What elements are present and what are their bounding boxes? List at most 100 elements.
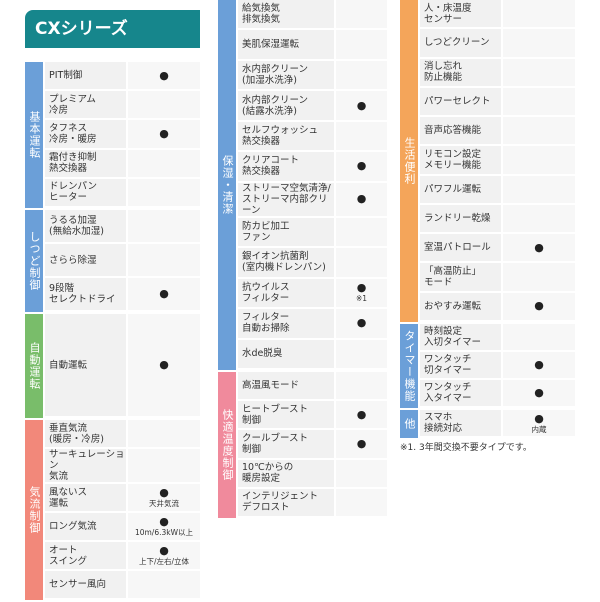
feature-name: ドレンパン ヒーター (43, 178, 126, 207)
feature-row: ワンタッチ 切タイマー ● (418, 352, 575, 380)
feature-row: フィルター 自動お掃除 ● (236, 309, 387, 340)
feature-name: うるる加湿 (無給水加湿) (43, 210, 126, 242)
feature-row: ドレンパン ヒーター (43, 178, 200, 209)
feature-mark: ● (534, 358, 544, 371)
feature-name: 水内部クリーン (結露水洗浄) (236, 91, 334, 120)
column: 基本運転 PIT制御 ● プレミアム 冷房 タフネス 冷房・暖房 ● 霜付き抑制 熱交換器ド… (25, 62, 200, 602)
column: 保湿・清潔 給気換気 排気換気 美肌保湿運転 水内部クリーン (加湿水洗浄) 水内部クリ… (218, 0, 387, 520)
feature-name: さらら除湿 (43, 244, 126, 276)
series-title: CXシリーズ (25, 10, 200, 48)
feature-name: ワンタッチ 入タイマー (418, 380, 501, 406)
feature-row: 水de脱臭 (236, 339, 387, 370)
feature-cell (334, 248, 387, 277)
feature-row: インテリジェント デフロスト (236, 488, 387, 519)
feature-mark: ● (159, 287, 169, 300)
feature-name: ワンタッチ 切タイマー (418, 352, 501, 378)
feature-row: 時刻設定 入切タイマー (418, 324, 575, 352)
feature-name: PIT制御 (43, 62, 126, 90)
feature-group: 基本運転 PIT制御 ● プレミアム 冷房 タフネス 冷房・暖房 ● 霜付き抑制 熱交換器ド… (25, 62, 200, 209)
feature-row: 風ないス 運転 ● 天井気流 (43, 484, 200, 513)
feature-name: ロング気流 (43, 513, 126, 540)
feature-name: しつどクリーン (418, 29, 501, 57)
feature-cell: ● (501, 234, 575, 262)
group-rows: 人・床温度 センサー しつどクリーン 消し忘れ 防止機能 パワーセレクト 音声応答機能リ… (418, 0, 575, 322)
feature-row: 10℃からの 暖房設定 (236, 459, 387, 489)
feature-row: しつどクリーン (418, 29, 575, 59)
feature-cell: ● 上下/左右/立体 (126, 542, 200, 569)
feature-name: センサー風向 (43, 571, 126, 598)
feature-cell (501, 58, 575, 86)
feature-group: 気流制御 垂直気流 (暖房・冷房) サーキュレーション 気流 風ないス 運転 ● 天井気流… (25, 420, 200, 600)
feature-row: ヒートブースト 制御 ● (236, 401, 387, 431)
feature-name: セルフウォッシュ 熱交換器 (236, 121, 334, 151)
feature-cell (126, 91, 200, 119)
group-label: 快適温度制御 (218, 372, 236, 518)
feature-row: 給気換気 排気換気 (236, 0, 387, 31)
feature-mark: ● (356, 98, 367, 112)
feature-row: 霜付き抑制 熱交換器 (43, 149, 200, 179)
feature-mark: ● (534, 299, 544, 313)
feature-name: 時刻設定 入切タイマー (418, 324, 501, 350)
feature-name: 垂直気流 (暖房・冷房) (43, 420, 126, 447)
feature-mark: ● (534, 386, 544, 399)
feature-row: PIT制御 ● (43, 62, 200, 92)
feature-name: ランドリー乾燥 (418, 204, 501, 233)
feature-cell: ● (501, 292, 575, 320)
feature-name: プレミアム 冷房 (43, 91, 126, 119)
feature-cell: ● (126, 120, 200, 148)
feature-row: 水内部クリーン (結露水洗浄) ● (236, 91, 387, 122)
feature-group: 生活便利 人・床温度 センサー しつどクリーン 消し忘れ 防止機能 パワーセレクト 音声応… (400, 0, 575, 322)
feature-cell (126, 449, 200, 482)
feature-name: 銀イオン抗菌剤 (室内機ドレンパン) (236, 248, 334, 277)
feature-cell: ● (334, 182, 387, 216)
feature-mark: ● (356, 159, 367, 173)
feature-name: 抗ウイルス フィルター (236, 278, 334, 308)
group-label: 気流制御 (25, 420, 43, 600)
feature-note: ※1 (355, 294, 368, 304)
feature-name: 防カビ加工 ファン (236, 217, 334, 247)
feature-note: 天井気流 (149, 499, 179, 508)
feature-row: クールブースト 制御 ● (236, 430, 387, 460)
feature-cell (126, 244, 200, 276)
group-label: 他 (400, 410, 418, 438)
feature-name: タフネス 冷房・暖房 (43, 120, 126, 148)
feature-row: 高温風モード (236, 372, 387, 402)
feature-mark: ● (356, 407, 367, 421)
column: 生活便利 人・床温度 センサー しつどクリーン 消し忘れ 防止機能 パワーセレクト 音声応… (400, 0, 575, 453)
feature-row: ストリーマ空気清浄/ ストリーマ内部クリーン ● (236, 182, 387, 218)
feature-name: サーキュレーション 気流 (43, 449, 126, 482)
feature-row: パワフル運転 (418, 175, 575, 205)
group-label: タイマー機能 (400, 324, 418, 408)
feature-cell (334, 217, 387, 247)
feature-note: 上下/左右/立体 (138, 557, 190, 566)
group-label: 基本運転 (25, 62, 43, 208)
feature-group: しつど制御 うるる加湿 (無給水加湿) さらら除湿 9段階 セレクトドライ ● (25, 210, 200, 312)
feature-name: リモコン設定 メモリー機能 (418, 146, 501, 174)
feature-cell (334, 488, 387, 517)
feature-row: オート スイング ● 上下/左右/立体 (43, 542, 200, 571)
feature-cell (334, 0, 387, 29)
group-rows: 自動運転 ● (43, 314, 200, 418)
feature-cell (126, 210, 200, 242)
group-rows: うるる加湿 (無給水加湿) さらら除湿 9段階 セレクトドライ ● (43, 210, 200, 312)
feature-group: 他スマホ 接続対応 ● 内蔵 (400, 410, 575, 438)
feature-cell: ● ※1 (334, 278, 387, 308)
feature-cell: ● (334, 309, 387, 338)
feature-cell: ● 内蔵 (501, 410, 575, 436)
group-label: 保湿・清潔 (218, 0, 236, 370)
feature-name: 水de脱臭 (236, 339, 334, 368)
feature-row: プレミアム 冷房 (43, 91, 200, 121)
feature-name: 自動運転 (43, 314, 126, 416)
feature-name: 室温パトロール (418, 234, 501, 262)
feature-note: 内蔵 (531, 424, 547, 434)
feature-mark: ● (356, 316, 367, 330)
feature-row: ワンタッチ 入タイマー ● (418, 380, 575, 408)
feature-name: 10℃からの 暖房設定 (236, 459, 334, 487)
feature-name: クリアコート 熱交換器 (236, 152, 334, 181)
feature-group: タイマー機能 時刻設定 入切タイマー ワンタッチ 切タイマー ● ワンタッチ 入タイマー… (400, 324, 575, 408)
feature-row: タフネス 冷房・暖房 ● (43, 120, 200, 150)
feature-name: 人・床温度 センサー (418, 0, 501, 28)
feature-name: ストリーマ空気清浄/ ストリーマ内部クリーン (236, 182, 334, 216)
feature-row: リモコン設定 メモリー機能 (418, 146, 575, 176)
